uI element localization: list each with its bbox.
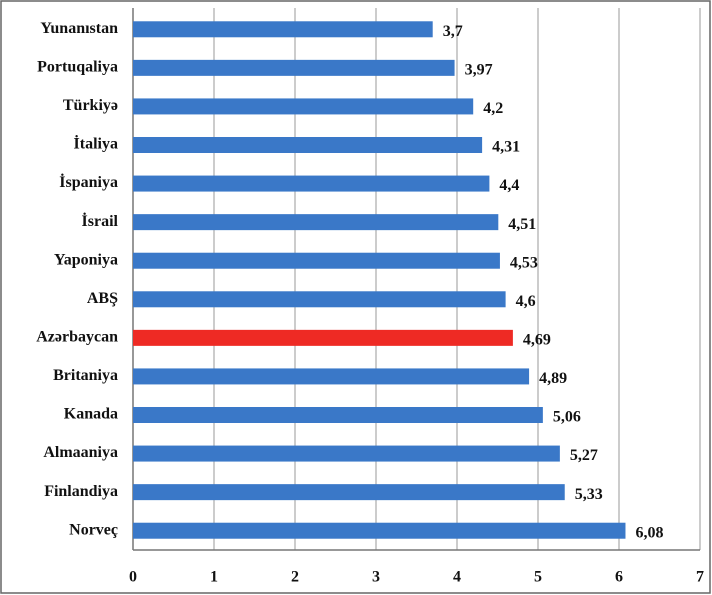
- y-tick-label: İtaliya: [74, 134, 118, 153]
- y-tick-label: Yaponiya: [54, 251, 118, 268]
- value-label: 4,53: [510, 254, 538, 271]
- value-label: 5,06: [553, 409, 581, 426]
- x-tick-label: 5: [534, 569, 542, 586]
- bar: [133, 98, 474, 115]
- value-label: 5,27: [570, 447, 598, 464]
- y-tick-label: İspaniya: [59, 172, 118, 191]
- bar: [133, 368, 530, 385]
- y-tick-label: ABŞ: [87, 290, 118, 307]
- bar: [133, 252, 500, 269]
- x-tick-label: 7: [696, 569, 704, 586]
- value-label: 4,51: [508, 216, 536, 233]
- y-tick-label: Norveç: [69, 521, 118, 538]
- bar: [133, 522, 626, 539]
- bar: [133, 59, 455, 76]
- bar: [133, 291, 506, 308]
- value-label: 4,6: [516, 293, 536, 310]
- bar: [133, 445, 560, 462]
- value-label: 4,69: [523, 332, 551, 349]
- x-tick-label: 2: [291, 569, 299, 586]
- bar: [133, 214, 499, 231]
- y-tick-label: Almaaniya: [43, 444, 118, 461]
- bar: [133, 484, 565, 501]
- value-label: 3,7: [443, 23, 463, 40]
- y-tick-label: Britaniya: [53, 367, 118, 384]
- value-label: 4,4: [499, 177, 519, 194]
- y-tick-label: Portuqaliya: [37, 59, 118, 76]
- x-tick-label: 4: [453, 569, 461, 586]
- y-tick-label: Kanada: [64, 406, 118, 423]
- value-label: 3,97: [465, 62, 493, 79]
- bar: [133, 21, 433, 38]
- y-tick-label: Yunanıstan: [40, 20, 118, 37]
- y-tick-label: Azərbaycan: [36, 329, 118, 346]
- y-tick-label: İsrail: [82, 211, 119, 230]
- value-label: 4,2: [483, 100, 503, 117]
- x-tick-label: 3: [372, 569, 380, 586]
- value-label: 4,89: [539, 370, 567, 387]
- bar: [133, 175, 490, 192]
- x-tick-label: 6: [615, 569, 623, 586]
- bar: [133, 407, 543, 423]
- y-tick-label: Türkiyə: [63, 97, 118, 114]
- x-tick-label: 1: [210, 569, 218, 586]
- value-label: 4,31: [492, 139, 520, 156]
- y-tick-label: Finlandiya: [44, 483, 118, 500]
- bar: [133, 137, 483, 153]
- bar: [133, 329, 513, 346]
- value-label: 5,33: [575, 486, 603, 503]
- value-label: 6,08: [635, 524, 663, 541]
- x-tick-label: 0: [129, 569, 137, 586]
